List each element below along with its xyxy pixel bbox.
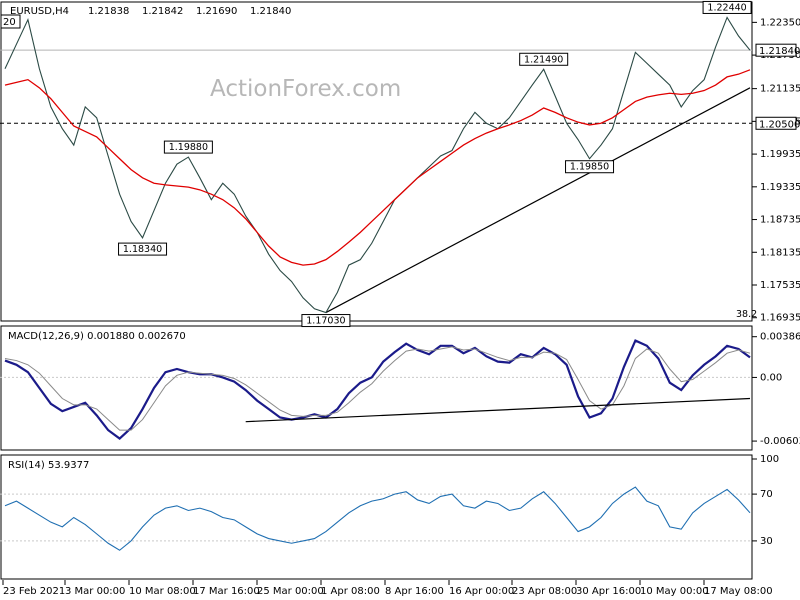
header-symbol: EURUSD,H4: [10, 6, 69, 17]
annotation-text-0: 1.18340: [123, 244, 162, 255]
macd-title: MACD(12,26,9) 0.001880 0.002670: [8, 331, 186, 342]
x-tick-0: 23 Feb 2021: [3, 586, 65, 597]
x-tick-1: 3 Mar 00:00: [65, 586, 125, 597]
x-tick-10: 10 May 00:00: [640, 586, 709, 597]
x-tick-11: 17 May 08:00: [704, 586, 773, 597]
macd-y-tick-2: -0.006038: [760, 436, 800, 447]
annotation-box-4: [565, 160, 615, 174]
rsi-layer: RSI(14) 53.9377: [0, 460, 752, 551]
corner-label-text: 20: [3, 17, 16, 28]
annotation-text-4: 1.19850: [570, 162, 609, 173]
axis-layer: 1.223501.217501.211351.205351.199351.193…: [2, 17, 800, 597]
macd-y-tick-0: 0.003864: [760, 332, 800, 343]
price-y-tick-7: 1.18135: [760, 247, 800, 258]
watermark: ActionForex.com: [210, 76, 401, 102]
fib-label: 38.2: [736, 309, 757, 320]
rsi-y-tick-1: 70: [760, 489, 773, 500]
corner-label-box: [0, 14, 21, 29]
rsi-y-tick-2: 30: [760, 536, 773, 547]
rsi-series: [4, 486, 751, 551]
annotation-text-2: 1.17030: [306, 316, 345, 327]
annotation-box-2: [301, 314, 351, 328]
annotation-text-3: 1.21490: [524, 54, 563, 65]
annotation-box-3: [519, 52, 569, 66]
x-tick-2: 10 Mar 08:00: [129, 586, 196, 597]
current-price-label-box: [755, 43, 797, 57]
annotation-box-5: [702, 0, 752, 14]
macd-y-tick-1: 0.00: [760, 372, 782, 383]
header-low: 1.21690: [196, 6, 237, 17]
x-tick-7: 16 Apr 00:00: [449, 586, 514, 597]
macd-layer: MACD(12,26,9) 0.001880 0.002670: [0, 331, 752, 440]
price-panel: [0, 1, 753, 322]
annotation-box-1: [163, 140, 213, 154]
x-tick-3: 17 Mar 16:00: [193, 586, 260, 597]
price-layer: 1.18340 1.19880 1.17030 1.21490 1.19850 1.224…: [0, 0, 757, 328]
price-y-tick-8: 1.17535: [760, 280, 800, 291]
price-y-tick-2: 1.21135: [760, 84, 800, 95]
price-series-price: [4, 16, 751, 314]
support-label-box: [755, 116, 797, 130]
price-y-tick-6: 1.18735: [760, 215, 800, 226]
header-high: 1.21842: [142, 6, 183, 17]
header-open: 1.21838: [88, 6, 129, 17]
price-trendline-0: [325, 87, 751, 314]
macd-panel: [0, 325, 753, 451]
x-tick-9: 30 Apr 16:00: [576, 586, 641, 597]
rsi-title: RSI(14) 53.9377: [8, 460, 89, 471]
macd-series-signal: [4, 346, 751, 431]
header-close: 1.21840: [250, 6, 291, 17]
x-tick-8: 23 Apr 08:00: [512, 586, 577, 597]
x-tick-5: 1 Apr 08:00: [321, 586, 380, 597]
annotation-text-5: 1.22440: [707, 2, 746, 13]
macd-trendline-0: [245, 397, 751, 423]
annotation-box-0: [118, 242, 168, 256]
current-price-label: 1.21840: [759, 46, 800, 57]
x-tick-6: 8 Apr 16:00: [385, 586, 444, 597]
annotation-text-1: 1.19880: [169, 142, 208, 153]
price-y-tick-0: 1.22350: [760, 17, 800, 28]
price-y-tick-9: 1.16935: [760, 313, 800, 324]
x-tick-4: 25 Mar 00:00: [257, 586, 324, 597]
price-y-tick-5: 1.19335: [760, 182, 800, 193]
price-series-moving-average: [4, 69, 751, 266]
rsi-y-tick-0: 100: [760, 454, 779, 465]
price-y-tick-4: 1.19935: [760, 149, 800, 160]
support-label: 1.20500: [759, 119, 800, 130]
rsi-panel: [0, 454, 753, 580]
